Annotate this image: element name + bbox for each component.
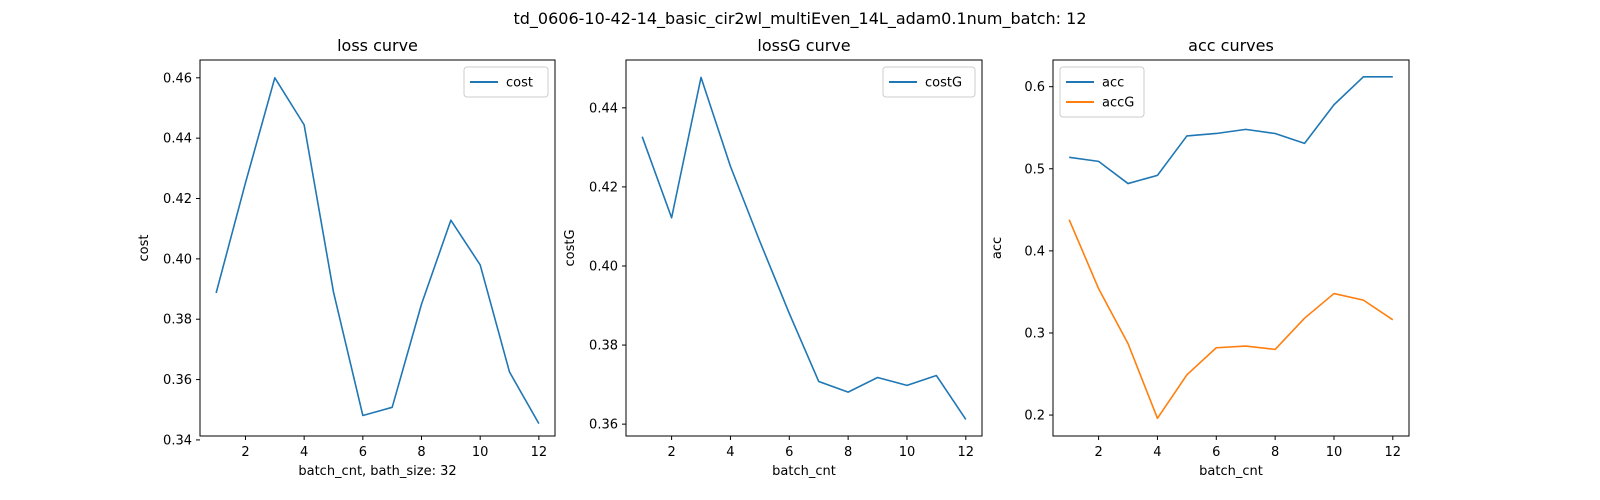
y-tick-label: 0.5 xyxy=(1024,162,1045,177)
x-tick-label: 2 xyxy=(667,445,675,460)
y-axis-label: costG xyxy=(563,229,578,266)
chart-title: lossG curve xyxy=(757,36,850,55)
y-tick-label: 0.3 xyxy=(1024,326,1045,341)
x-tick-label: 12 xyxy=(1385,445,1402,460)
legend-entry: cost xyxy=(506,76,533,91)
y-axis-label: cost xyxy=(137,235,152,262)
y-tick-label: 0.40 xyxy=(163,252,192,267)
series-line-acc xyxy=(1069,76,1393,185)
y-tick-label: 0.42 xyxy=(163,192,192,207)
y-tick-label: 0.44 xyxy=(589,101,618,116)
x-axis-label: batch_cnt xyxy=(1199,464,1263,479)
y-tick-label: 0.42 xyxy=(589,180,618,195)
series-line-cost xyxy=(215,77,540,425)
plot-frame xyxy=(625,59,983,437)
legend: acc accG xyxy=(1059,66,1145,118)
x-tick-label: 8 xyxy=(1271,445,1279,460)
legend-entry: acc xyxy=(1102,76,1124,91)
y-tick-label: 0.38 xyxy=(589,339,618,354)
x-tick-label: 2 xyxy=(241,445,249,460)
x-tick-label: 4 xyxy=(300,445,308,460)
x-tick-label: 8 xyxy=(844,445,852,460)
y-tick-label: 0.40 xyxy=(589,259,618,274)
y-tick-label: 0.4 xyxy=(1024,244,1045,259)
chart-panel-3: acc curves 2 4 6 8 10 12 0.2 0.3 0.4 0.5 0.6 batch_c… xyxy=(990,36,1410,479)
x-axis-label: batch_cnt, bath_size: 32 xyxy=(298,464,456,479)
x-tick-label: 6 xyxy=(785,445,793,460)
legend-box xyxy=(463,66,549,98)
plot-frame xyxy=(199,59,556,437)
x-tick-label: 2 xyxy=(1094,445,1102,460)
y-tick-label: 0.6 xyxy=(1024,80,1045,95)
x-tick-label: 10 xyxy=(899,445,916,460)
legend: cost xyxy=(463,66,549,98)
y-tick-label: 0.2 xyxy=(1024,409,1045,424)
legend: costG xyxy=(882,66,976,98)
x-tick-label: 6 xyxy=(1212,445,1220,460)
x-axis-label: batch_cnt xyxy=(772,464,836,479)
y-tick-label: 0.36 xyxy=(163,373,192,388)
legend-box xyxy=(1059,66,1145,118)
y-tick-label: 0.36 xyxy=(589,418,618,433)
x-tick-label: 6 xyxy=(359,445,367,460)
x-tick-label: 10 xyxy=(472,445,489,460)
legend-entry: costG xyxy=(925,76,962,91)
figure-suptitle: td_0606-10-42-14_basic_cir2wl_multiEven_… xyxy=(513,9,1086,29)
x-tick-label: 12 xyxy=(958,445,975,460)
x-tick-label: 4 xyxy=(1153,445,1161,460)
chart-panel-2: lossG curve 2 4 6 8 10 12 0.36 0.38 0.40 0.42 0.44 b… xyxy=(563,36,983,479)
y-tick-label: 0.44 xyxy=(163,132,192,147)
series-line-accG xyxy=(1068,219,1394,420)
plot-frame xyxy=(1052,59,1410,437)
x-tick-label: 4 xyxy=(726,445,734,460)
chart-title: acc curves xyxy=(1188,36,1274,55)
legend-entry: accG xyxy=(1102,96,1134,111)
x-tick-label: 10 xyxy=(1326,445,1343,460)
y-tick-label: 0.34 xyxy=(163,433,192,448)
y-axis-label: acc xyxy=(990,237,1005,259)
y-tick-label: 0.46 xyxy=(163,71,192,86)
x-tick-label: 8 xyxy=(417,445,425,460)
chart-title: loss curve xyxy=(337,36,418,55)
legend-box xyxy=(882,66,976,98)
chart-panel-1: loss curve 2 4 6 8 10 12 0.34 0.36 0.38 0.40 0.42 0.… xyxy=(137,36,556,479)
series-line-costG xyxy=(641,76,967,420)
y-tick-label: 0.38 xyxy=(163,313,192,328)
x-tick-label: 12 xyxy=(531,445,548,460)
